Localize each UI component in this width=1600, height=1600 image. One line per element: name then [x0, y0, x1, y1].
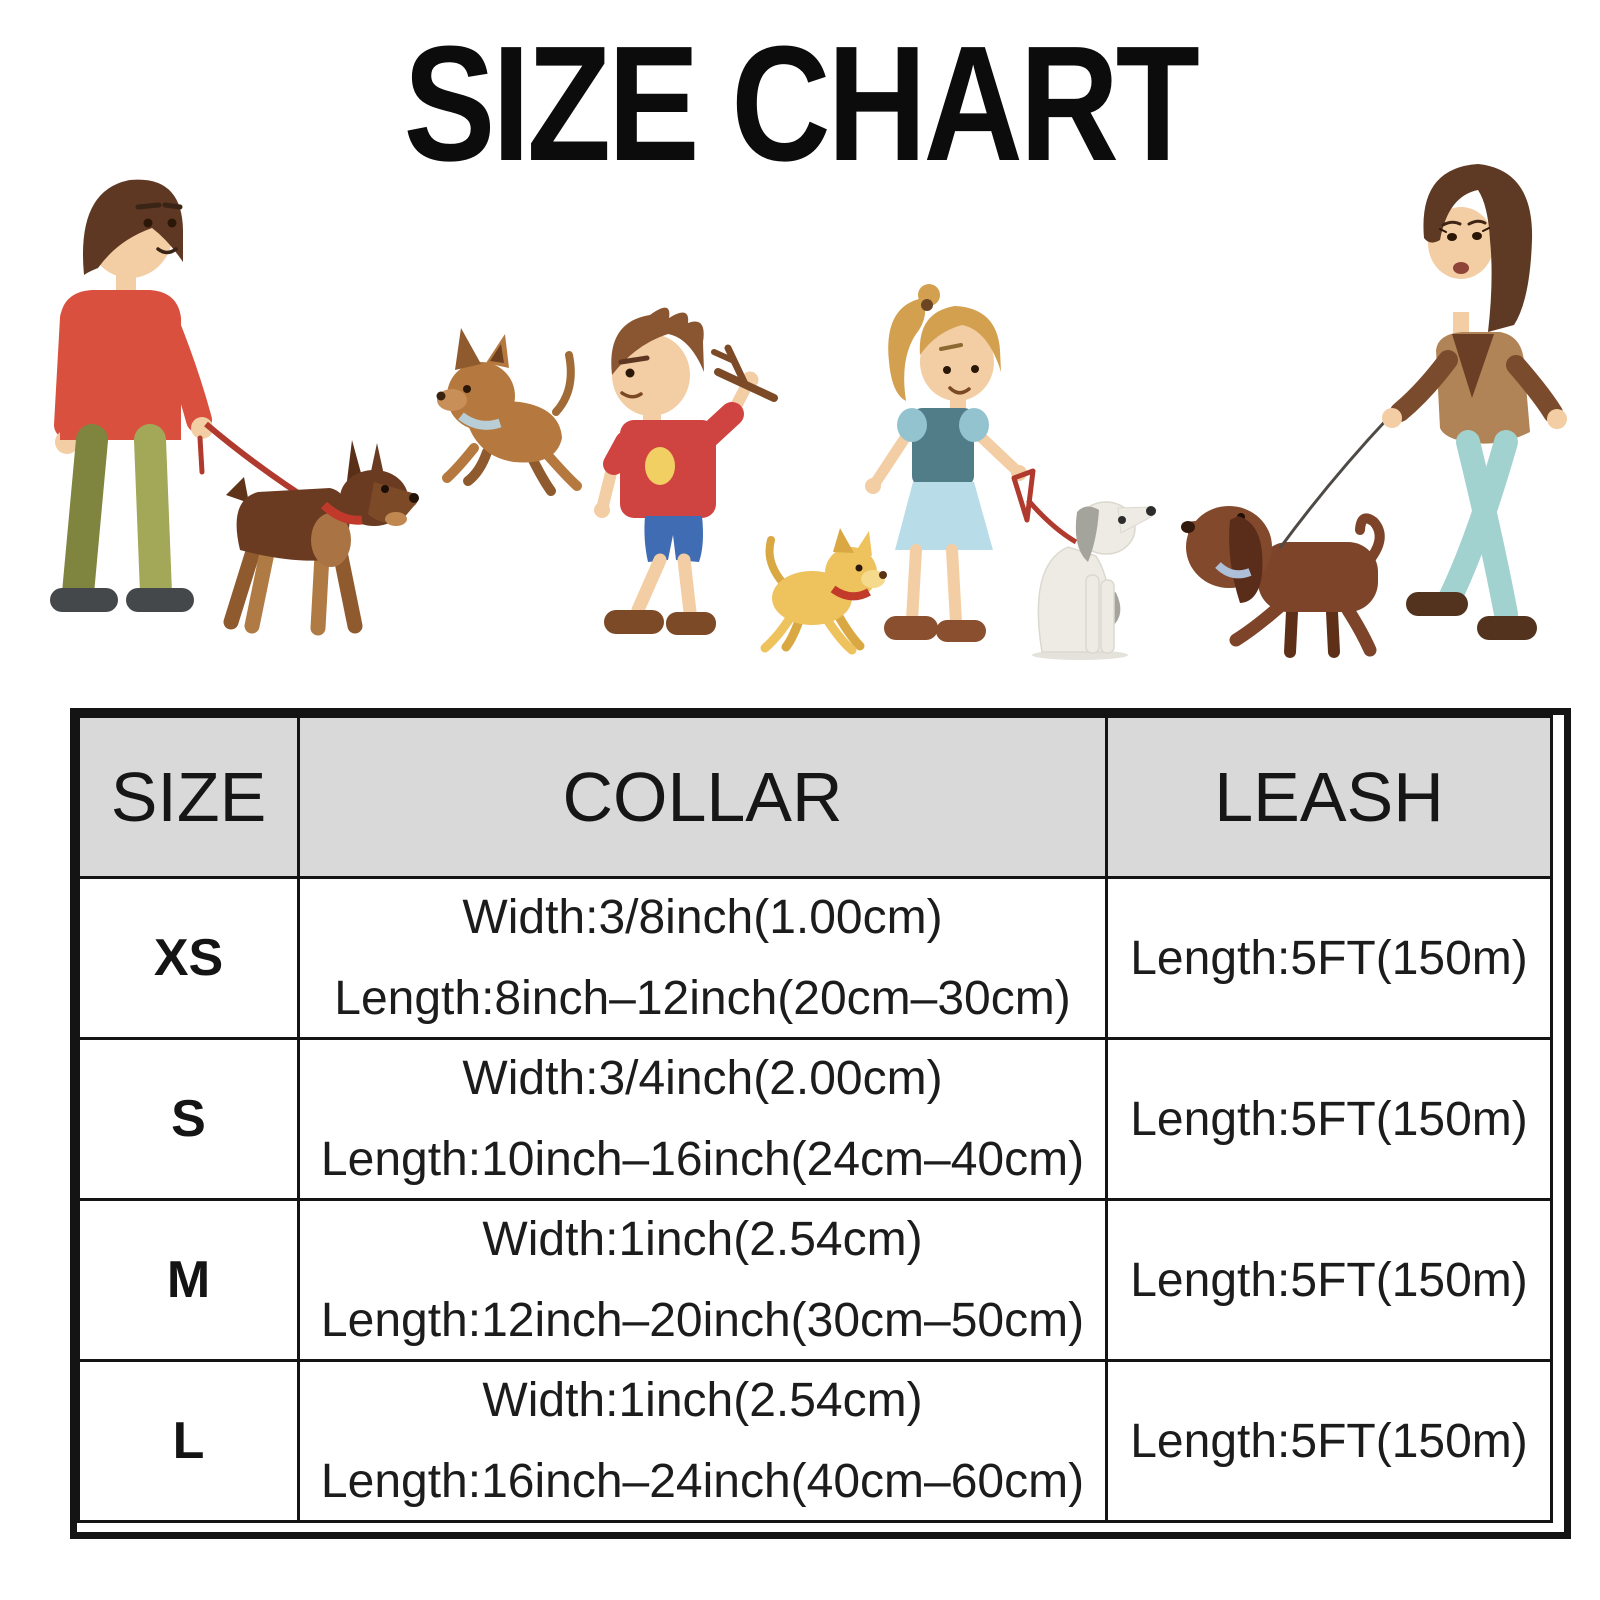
man-illustration — [50, 179, 320, 612]
girl-top — [912, 408, 974, 486]
size-table: SIZE COLLAR LEASH XS Width:3/8inch(1.00c… — [77, 715, 1553, 1523]
boy-shoe — [604, 610, 664, 634]
size-cell: S — [171, 1090, 206, 1148]
brown-puppy-illustration — [436, 328, 582, 496]
collar-width: Width:1inch(2.54cm) — [482, 1213, 923, 1266]
thin-leash — [1278, 415, 1391, 549]
dachshund-illustration — [1181, 415, 1391, 658]
boy-shorts — [644, 516, 703, 562]
woman-shoe — [1406, 592, 1468, 616]
puppy-ear — [455, 328, 481, 370]
man-shirt — [60, 290, 181, 440]
table-row: L Width:1inch(2.54cm) Length:16inch–24in… — [77, 1359, 1553, 1523]
boy-hair — [611, 307, 704, 375]
dog-walking-illustration — [50, 164, 1567, 660]
collar-cell: Width:3/4inch(2.00cm) Length:10inch–16in… — [302, 1042, 1104, 1197]
yellow-puppy-illustration — [760, 528, 887, 655]
page-title: SIZE CHART — [403, 12, 1200, 195]
boy-shoe — [666, 612, 716, 635]
leash-cell: Length:5FT(150m) — [1130, 931, 1528, 985]
collar-length: Length:10inch–16inch(24cm–40cm) — [320, 1133, 1085, 1186]
col-header-collar: COLLAR — [297, 715, 1108, 879]
leash-cell: Length:5FT(150m) — [1130, 1092, 1528, 1146]
size-cell: M — [166, 1251, 211, 1309]
white-dog-ear — [1075, 506, 1099, 562]
girl-shoe — [884, 616, 938, 640]
collar-length: Length:16inch–24inch(40cm–60cm) — [320, 1455, 1085, 1508]
table-header-row: SIZE COLLAR LEASH — [77, 715, 1553, 879]
man-shoe — [50, 588, 118, 612]
woman-shoe — [1477, 616, 1537, 640]
collar-cell: Width:3/8inch(1.00cm) Length:8inch–12inc… — [302, 881, 1104, 1036]
collar-width: Width:3/4inch(2.00cm) — [462, 1052, 943, 1105]
collar-cell: Width:1inch(2.54cm) Length:16inch–24inch… — [302, 1364, 1104, 1519]
dachshund-collar — [1215, 562, 1252, 579]
table-row: XS Width:3/8inch(1.00cm) Length:8inch–12… — [77, 876, 1553, 1040]
puppy-collar — [458, 412, 502, 430]
collar-length: Length:8inch–12inch(20cm–30cm) — [334, 972, 1071, 1025]
col-header-size: SIZE — [77, 715, 300, 879]
size-cell: L — [172, 1412, 205, 1470]
table-row: S Width:3/4inch(2.00cm) Length:10inch–16… — [77, 1037, 1553, 1201]
col-header-leash: LEASH — [1105, 715, 1553, 879]
leash-handle — [1011, 468, 1036, 523]
white-dog-illustration — [1032, 501, 1156, 660]
man-shoe — [126, 588, 194, 612]
collar-width: Width:3/8inch(1.00cm) — [462, 891, 943, 944]
collar-length: Length:12inch–20inch(30cm–50cm) — [320, 1294, 1085, 1347]
collar-cell: Width:1inch(2.54cm) Length:12inch–20inch… — [302, 1203, 1104, 1358]
table-row: M Width:1inch(2.54cm) Length:12inch–20in… — [77, 1198, 1553, 1362]
leash-cell: Length:5FT(150m) — [1130, 1414, 1528, 1468]
woman-sweater — [1436, 332, 1530, 444]
doberman-collar — [320, 501, 363, 525]
yellow-puppy-collar — [830, 585, 871, 601]
size-cell: XS — [153, 929, 224, 987]
girl-hair — [919, 306, 1001, 372]
girl-illustration — [865, 284, 1078, 642]
boy-illustration — [594, 307, 778, 635]
woman-hair — [1423, 164, 1533, 332]
dachshund-ear — [1229, 516, 1263, 603]
girl-shoe — [936, 620, 986, 642]
girl-skirt — [895, 482, 993, 550]
leash-cell: Length:5FT(150m) — [1130, 1253, 1528, 1307]
doberman-illustration — [223, 440, 419, 636]
collar-width: Width:1inch(2.54cm) — [482, 1374, 923, 1427]
girl-leash — [1026, 498, 1078, 545]
woman-illustration — [1382, 164, 1567, 640]
girl-ponytail — [888, 298, 926, 401]
